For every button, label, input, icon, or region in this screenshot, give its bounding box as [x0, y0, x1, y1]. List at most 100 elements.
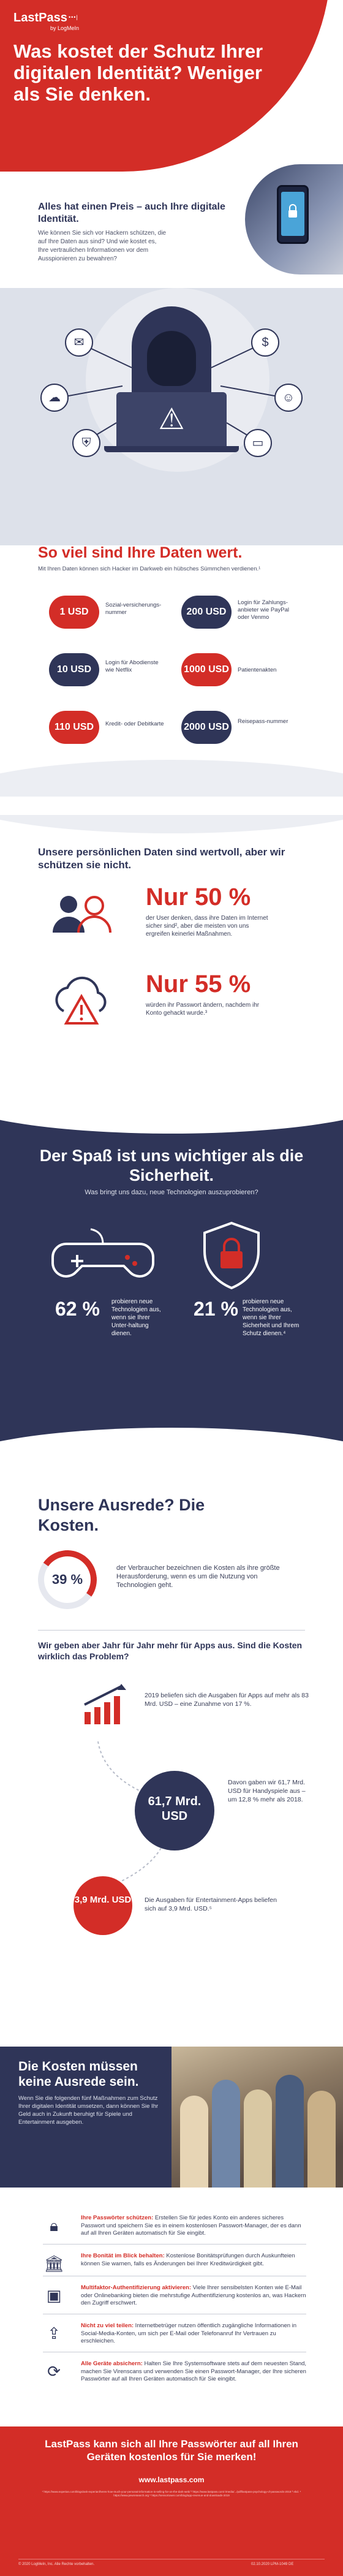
ring-value: 39 %: [45, 1557, 90, 1602]
costs-title: Unsere Ausrede? Die Kosten.: [38, 1496, 205, 1534]
games-text: Davon gaben wir 61,7 Mrd. USD für Handys…: [228, 1779, 306, 1803]
intro-body: Wie können Sie sich vor Hackern schützen…: [38, 230, 166, 262]
email-icon: ✉: [65, 328, 93, 357]
price-label: Reisepass-nummer: [238, 718, 288, 725]
cloud-lock-icon: ☁: [40, 384, 69, 412]
tip-body: Halten Sie Ihre Systemsoftware stets auf…: [81, 2360, 307, 2382]
person: [276, 2075, 304, 2188]
tip-text: Ihre Passwörter schützen: Erstellen Sie …: [81, 2214, 307, 2238]
excuse-body: Wenn Sie die folgenden fünf Maßnahmen zu…: [18, 2095, 159, 2126]
warning-icon: ⚠: [158, 403, 185, 436]
users-icon: ☺: [274, 384, 303, 412]
lock-screen-icon: [288, 204, 297, 218]
tip-heading: Ihre Bonität im Blick behalten:: [81, 2252, 165, 2259]
lock-icon: 🔒︎: [50, 2216, 58, 2235]
cloud-warning-icon: [55, 976, 107, 1025]
prices-subtitle: Mit Ihren Daten können sich Hacker im Da…: [38, 566, 261, 572]
entertainment-text: Die Ausgaben für Entertainment-Apps beli…: [145, 1896, 277, 1912]
price-pill: 200 USD: [181, 596, 232, 629]
price-label: Sozial-versicherungs-nummer: [105, 602, 162, 616]
tip-body: Internetbetrüger nutzen öffentlich zugän…: [81, 2322, 297, 2344]
multifactor-icon: ▣: [46, 2286, 62, 2305]
tip-text: Nicht zu viel teilen: Internetbetrüger n…: [81, 2322, 307, 2346]
fun-subtitle: Was bringt uns dazu, neue Technologien a…: [85, 1189, 258, 1196]
gamepad-icon: [51, 1228, 154, 1278]
tip-body: Viele Ihrer sensibelsten Konten wie E-Ma…: [81, 2284, 306, 2306]
bank-icon: 🏛︎: [43, 2254, 64, 2273]
dollar-icon: $: [251, 328, 279, 357]
price-pill: 110 USD: [49, 711, 99, 744]
growth-chart-icon: [84, 1684, 126, 1724]
apps-text: 2019 beliefen sich die Ausgaben für Apps…: [145, 1692, 309, 1708]
tip-heading: Ihre Passwörter schützen:: [81, 2214, 154, 2221]
fun-stat-value: 21 %: [194, 1298, 238, 1320]
section-wave: [0, 1428, 343, 1501]
person: [307, 2091, 336, 2188]
tip-heading: Nicht zu viel teilen:: [81, 2322, 134, 2329]
fun-title: Der Spaß ist uns wichtiger als die Siche…: [39, 1146, 304, 1184]
footer-link[interactable]: www.lastpass.com: [138, 2476, 205, 2484]
ring-text: der Verbraucher bezeichnen die Kosten al…: [116, 1564, 280, 1589]
divider: [38, 1630, 305, 1631]
fun-stat-text: probieren neue Technologien aus, wenn si…: [111, 1298, 161, 1337]
price-label: Login für Zahlungs-anbieter wie PayPal o…: [238, 599, 289, 621]
bank-card-icon: ▭: [244, 429, 272, 457]
fun-stat-value: 62 %: [55, 1298, 100, 1320]
phone-photo: [245, 164, 343, 275]
devices-update-icon: ⟳: [47, 2362, 61, 2381]
valuable-title: Unsere persönlichen Daten sind wertvoll,…: [38, 846, 285, 871]
price-pill: 2000 USD: [181, 711, 232, 744]
entertainment-bubble: 3,9 Mrd. USD: [74, 1876, 132, 1935]
hacker-face: [147, 331, 196, 386]
shield-icon: ⛨: [72, 429, 100, 457]
brand-logo-dots: •••|: [69, 14, 78, 20]
tip-text: Multifaktor-Authentifizierung aktivieren…: [81, 2284, 307, 2308]
people-icon: [53, 896, 111, 933]
price-pill: 10 USD: [49, 653, 99, 686]
person: [244, 2089, 272, 2188]
footer-footnotes: ¹ https://www.experian.com/blogs/ask-exp…: [42, 2490, 301, 2497]
divider: [43, 2244, 306, 2245]
games-bubble: 61,7 Mrd. USD: [135, 1771, 214, 1851]
kids-photo: [172, 2047, 343, 2188]
costs-question: Wir geben aber Jahr für Jahr mehr für Ap…: [38, 1640, 303, 1661]
prices-title: So viel sind Ihre Daten wert.: [38, 544, 243, 561]
fun-stat-text: probieren neue Technologien aus, wenn si…: [243, 1298, 300, 1337]
phone-screen: [281, 192, 304, 236]
stat-text: der User denken, dass ihre Daten im Inte…: [146, 915, 268, 938]
section-gap: [0, 797, 343, 815]
copyright: © 2020 LogMeIn, Inc. Alle Rechte vorbeha…: [18, 2563, 95, 2566]
person: [180, 2096, 208, 2188]
tip-body: Erstellen Sie für jedes Konto ein andere…: [81, 2214, 301, 2237]
footer-title: LastPass kann sich all Ihre Passwörter a…: [45, 2438, 298, 2463]
tip-heading: Alle Geräte absichern:: [81, 2360, 143, 2367]
hero: LastPass •••| by LogMeIn Was kostet der …: [0, 0, 343, 184]
tip-text: Alle Geräte absichern: Halten Sie Ihre S…: [81, 2360, 307, 2384]
tip-heading: Multifaktor-Authentifizierung aktivieren…: [81, 2284, 191, 2291]
fun-section-background: [0, 1091, 343, 1458]
price-pill: 1000 USD: [181, 653, 232, 686]
footer: [0, 2426, 343, 2576]
stat-value: Nur 50 %: [146, 884, 251, 911]
price-label: Patientenakten: [238, 667, 277, 673]
laptop: [116, 392, 227, 447]
person: [212, 2080, 240, 2188]
shield-lock-icon: [203, 1221, 260, 1290]
document-reference: 02.10.2020 LPM-1049 DE: [251, 2563, 294, 2566]
phone-icon: [277, 185, 309, 244]
excuse-title: Die Kosten müssen keine Ausrede sein.: [18, 2059, 139, 2089]
tip-body: Kostenlose Bonitätsprüfungen durch Ausku…: [81, 2252, 295, 2267]
share-icon: ⇪: [47, 2324, 61, 2343]
laptop-base: [104, 446, 239, 452]
price-pill: 1 USD: [49, 596, 99, 629]
section-wave: [0, 1060, 343, 1134]
tip-text: Ihre Bonität im Blick behalten: Kostenlo…: [81, 2252, 307, 2268]
brand-logo: LastPass: [13, 11, 67, 25]
price-label: Kredit- oder Debitkarte: [105, 721, 164, 727]
hero-title: Was kostet der Schutz Ihrer digitalen Id…: [13, 40, 263, 105]
brand-logo-sub: by LogMeIn: [50, 25, 80, 31]
price-label: Login für Abodienste wie Netflix: [105, 659, 159, 673]
intro-heading: Alles hat einen Preis – auch Ihre digita…: [38, 202, 225, 224]
stat-text: würden ihr Passwort ändern, nachdem ihr …: [146, 1002, 260, 1017]
